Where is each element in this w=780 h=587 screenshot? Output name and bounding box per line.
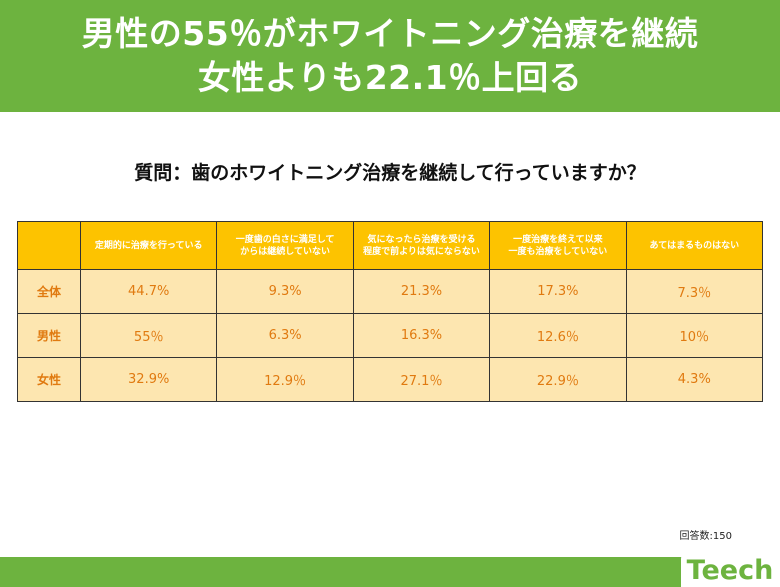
header-text-line: 程度で前よりは気にならない <box>363 246 480 257</box>
table-cell: 4.3% <box>625 357 764 402</box>
table-cell: 21.3% <box>352 269 491 314</box>
table-cell: 16.3% <box>352 313 491 358</box>
header-text-line: 定期的に治療を行っている <box>94 240 203 251</box>
table-cell: 55％ <box>79 313 218 358</box>
row-label-female: 女性 <box>17 357 81 402</box>
row-label-male: 男性 <box>17 313 81 358</box>
table-row: 全体 44.7% 9.3% 21.3% 17.3% 7.3％ <box>17 269 764 314</box>
table-cell: 10％ <box>625 313 764 358</box>
column-header: 気になったら治療を受ける 程度で前よりは気にならない <box>352 221 491 270</box>
table-cell: 44.7% <box>79 269 218 314</box>
table-cell: 7.3％ <box>625 269 764 314</box>
logo-text: Teech <box>687 555 774 586</box>
header-text-line: 一度歯の白さに満足して <box>235 234 335 245</box>
table-cell: 6.3% <box>216 313 354 358</box>
column-header: 一度治療を終えて以来 一度も治療をしていない <box>489 221 627 270</box>
table-cell: 9.3% <box>216 269 354 314</box>
respondent-count: 回答数:150 <box>679 531 732 542</box>
footer-bar <box>0 557 780 587</box>
header-text-line: 一度治療を終えて以来 <box>513 234 603 245</box>
header-row: 定期的に治療を行っている 一度歯の白さに満足して からは継続していない 気になっ… <box>17 221 764 270</box>
header-text-line: からは継続していない <box>240 246 330 257</box>
corner-cell <box>17 221 81 270</box>
column-header: あてはまるものはない <box>625 221 764 270</box>
title-banner: 男性の55％がホワイトニング治療を継続 女性よりも22.1％上回る <box>0 0 780 112</box>
table-cell: 12.9％ <box>216 357 354 402</box>
teech-logo-mark: Teech <box>687 555 774 586</box>
table-cell: 12.6％ <box>489 313 627 358</box>
table-cell: 22.9％ <box>489 357 627 402</box>
header-text-line: 一度も治療をしていない <box>508 246 608 257</box>
table-cell: 32.9% <box>79 357 218 402</box>
table-cell: 17.3% <box>489 269 627 314</box>
column-header: 定期的に治療を行っている <box>79 221 218 270</box>
title-line-1: 男性の55％がホワイトニング治療を継続 <box>81 14 699 53</box>
survey-question: 質問：歯のホワイトニング治療を継続して行っていますか？ <box>134 162 646 184</box>
column-header: 一度歯の白さに満足して からは継続していない <box>216 221 354 270</box>
table-row: 女性 32.9% 12.9％ 27.1％ 22.9％ 4.3% <box>17 357 764 402</box>
row-label-overall: 全体 <box>17 269 81 314</box>
table-cell: 27.1％ <box>352 357 491 402</box>
teech-logo: Teech <box>681 551 780 587</box>
table-row: 男性 55％ 6.3% 16.3% 12.6％ 10％ <box>17 313 764 358</box>
results-table: 定期的に治療を行っている 一度歯の白さに満足して からは継続していない 気になっ… <box>17 221 764 402</box>
header-text-line: 気になったら治療を受ける <box>367 234 476 245</box>
title-line-2: 女性よりも22.1％上回る <box>197 58 583 97</box>
header-text-line: あてはまるものはない <box>649 240 740 251</box>
